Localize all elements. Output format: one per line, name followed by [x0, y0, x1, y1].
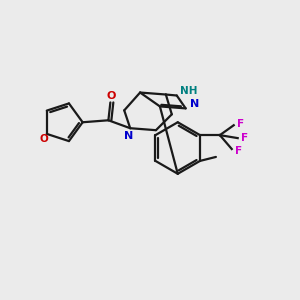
Text: N: N: [190, 99, 199, 110]
Text: O: O: [107, 91, 116, 100]
Text: N: N: [124, 131, 133, 141]
Text: F: F: [237, 119, 244, 129]
Text: F: F: [235, 146, 242, 156]
Text: O: O: [39, 134, 48, 144]
Text: F: F: [241, 133, 248, 143]
Text: NH: NH: [180, 85, 197, 96]
